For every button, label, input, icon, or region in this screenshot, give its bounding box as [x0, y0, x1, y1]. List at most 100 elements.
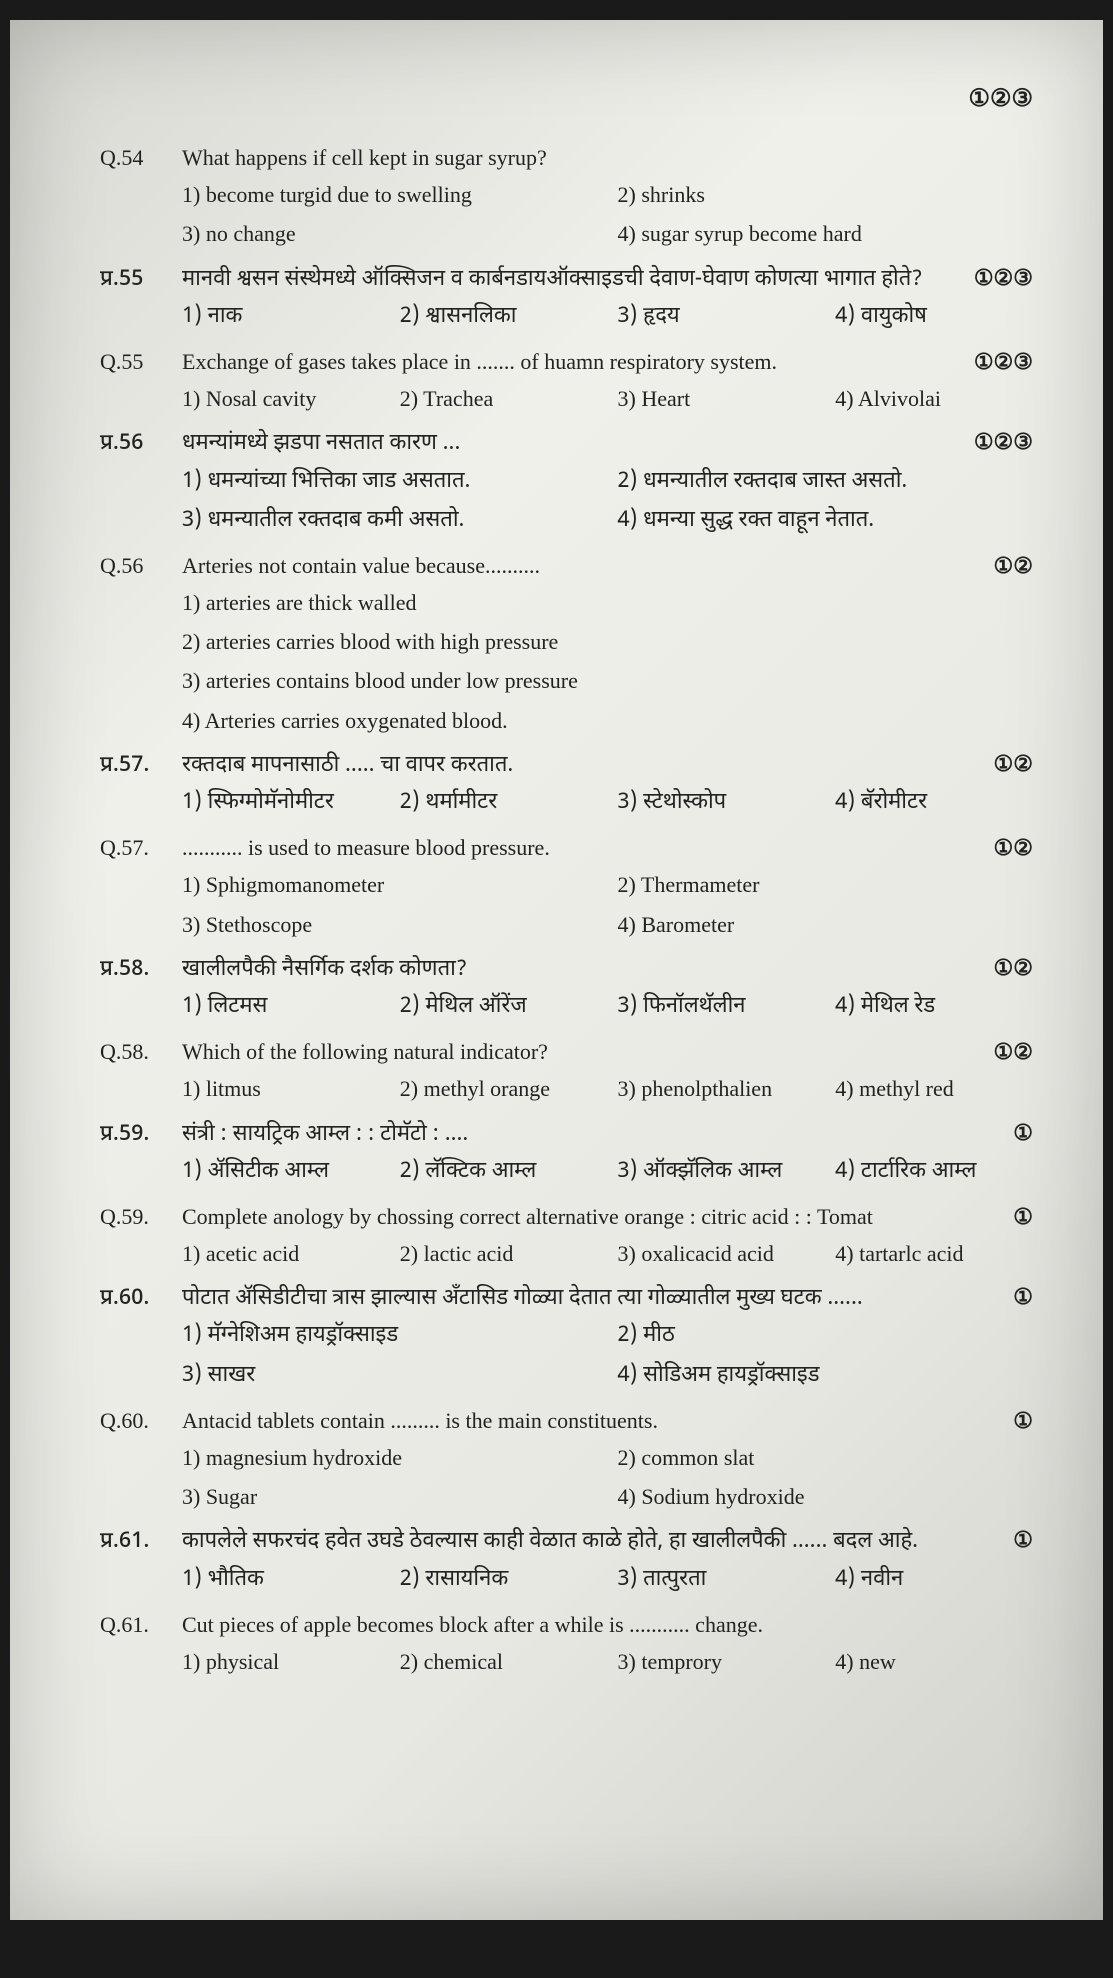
- question-row: Q.59.Complete anology by chossing correc…: [100, 1199, 1053, 1234]
- option: 3) Sugar: [182, 1477, 618, 1516]
- options-row: 1) धमन्यांच्या भित्तिका जाड असतात.2) धमन…: [100, 462, 1053, 540]
- answer-marker: ①②: [994, 548, 1033, 583]
- option: 4) Sodium hydroxide: [618, 1477, 1054, 1516]
- question-number: Q.58.: [100, 1034, 170, 1069]
- question-row: प्र.56धमन्यांमध्ये झडपा नसतात कारण ...: [100, 426, 1053, 461]
- options-row: 1) लिटमस2) मेथिल ऑरेंज3) फिनॉलथॅलीन4) मे…: [100, 987, 1053, 1026]
- question-row: प्र.58.खालीलपैकी नैसर्गिक दर्शक कोणता?: [100, 952, 1053, 987]
- question-text: Which of the following natural indicator…: [182, 1034, 1053, 1069]
- answer-marker: ①②③: [974, 426, 1033, 461]
- question-block: प्र.57.रक्तदाब मापनासाठी ..... चा वापर क…: [100, 748, 1053, 822]
- answer-marker: ①②: [994, 830, 1033, 865]
- answer-marker: ①: [1013, 1281, 1033, 1316]
- option: 4) Arteries carries oxygenated blood.: [182, 701, 1053, 740]
- option: 2) methyl orange: [400, 1069, 618, 1108]
- options-row: 1) arteries are thick walled2) arteries …: [100, 583, 1053, 740]
- question-block: Q.60. Antacid tablets contain ......... i…: [100, 1403, 1053, 1517]
- option: 4) सोडिअम हायड्रॉक्साइड: [618, 1356, 1054, 1395]
- question-number: प्र.60.: [100, 1281, 170, 1316]
- question-text: कापलेले सफरचंद हवेत उघडे ठेवल्यास काही व…: [182, 1524, 1053, 1559]
- option: 1) Nosal cavity: [182, 379, 400, 418]
- option: 2) lactic acid: [400, 1234, 618, 1273]
- option: 4) मेथिल रेड: [835, 987, 1053, 1026]
- option: 3) साखर: [182, 1356, 618, 1395]
- option: 4) धमन्या सुद्ध रक्त वाहून नेतात.: [618, 501, 1054, 540]
- option: 2) arteries carries blood with high pres…: [182, 622, 1053, 661]
- option: 3) धमन्यातील रक्तदाब कमी असतो.: [182, 501, 618, 540]
- option: 1) भौतिक: [182, 1560, 400, 1599]
- question-number: Q.59.: [100, 1199, 170, 1234]
- question-text: What happens if cell kept in sugar syrup…: [182, 140, 1053, 175]
- question-block: Q.55Exchange of gases takes place in ...…: [100, 344, 1053, 418]
- question-row: प्र.61. कापलेले सफरचंद हवेत उघडे ठेवल्यास…: [100, 1524, 1053, 1559]
- option: 3) हृदय: [618, 297, 836, 336]
- answer-marker: ①: [1013, 1199, 1033, 1234]
- question-text: Arteries not contain value because......…: [182, 548, 1053, 583]
- options-row: 1) litmus2) methyl orange3) phenolpthali…: [100, 1069, 1053, 1108]
- question-row: प्र.59.संत्री : सायट्रिक आम्ल : : टोमॅटो…: [100, 1117, 1053, 1152]
- answer-marker: ①: [1013, 1524, 1033, 1559]
- answer-marker: ①②: [994, 952, 1033, 987]
- answer-marker: ①②: [994, 1034, 1033, 1069]
- question-block: Q.61.Cut pieces of apple becomes block a…: [100, 1607, 1053, 1681]
- option: 3) ऑक्झॅलिक आम्ल: [618, 1152, 836, 1191]
- options-row: 1) Nosal cavity2) Trachea3) Heart4) Alvi…: [100, 379, 1053, 418]
- question-row: Q.54What happens if cell kept in sugar s…: [100, 140, 1053, 175]
- question-row: Q.55Exchange of gases takes place in ...…: [100, 344, 1053, 379]
- question-text: पोटात ॲसिडीटीचा त्रास झाल्यास अँटासिड गो…: [182, 1281, 1053, 1316]
- question-number: Q.55: [100, 344, 170, 379]
- option: 3) फिनॉलथॅलीन: [618, 987, 836, 1026]
- option: 4) Alvivolai: [835, 379, 1053, 418]
- option: 3) temprory: [618, 1642, 836, 1681]
- question-text: Antacid tablets contain ......... is the…: [182, 1403, 1053, 1438]
- option: 3) स्टेथोस्कोप: [618, 783, 836, 822]
- option: 1) मॅग्नेशिअम हायड्रॉक्साइड: [182, 1316, 618, 1355]
- question-text: रक्तदाब मापनासाठी ..... चा वापर करतात.: [182, 748, 1053, 783]
- option: 3) Heart: [618, 379, 836, 418]
- question-text: ........... is used to measure blood pre…: [182, 830, 1053, 865]
- question-number: Q.57.: [100, 830, 170, 865]
- option: 4) नवीन: [835, 1560, 1053, 1599]
- option: 3) no change: [182, 214, 618, 253]
- option: 1) litmus: [182, 1069, 400, 1108]
- question-row: Q.58. Which of the following natural indi…: [100, 1034, 1053, 1069]
- option: 1) magnesium hydroxide: [182, 1438, 618, 1477]
- question-text: खालीलपैकी नैसर्गिक दर्शक कोणता?: [182, 952, 1053, 987]
- question-block: Q.56Arteries not contain value because..…: [100, 548, 1053, 740]
- option: 4) tartarlc acid: [835, 1234, 1053, 1273]
- question-number: Q.60.: [100, 1403, 170, 1438]
- options-row: 1) नाक2) श्वासनलिका3) हृदय4) वायुकोष: [100, 297, 1053, 336]
- answer-marker: ①②③: [974, 262, 1033, 297]
- question-block: Q.58. Which of the following natural indi…: [100, 1034, 1053, 1108]
- options-row: 1) magnesium hydroxide2) common slat3) S…: [100, 1438, 1053, 1516]
- option: 4) टार्टारिक आम्ल: [835, 1152, 1053, 1191]
- question-row: Q.57. ........... is used to measure bloo…: [100, 830, 1053, 865]
- option: 2) श्वासनलिका: [400, 297, 618, 336]
- option: 4) new: [835, 1642, 1053, 1681]
- option: 3) oxalicacid acid: [618, 1234, 836, 1273]
- option: 2) Trachea: [400, 379, 618, 418]
- question-block: Q.59.Complete anology by chossing correc…: [100, 1199, 1053, 1273]
- option: 1) धमन्यांच्या भित्तिका जाड असतात.: [182, 462, 618, 501]
- question-number: प्र.56: [100, 426, 170, 461]
- question-number: प्र.61.: [100, 1524, 170, 1559]
- question-block: प्र.56धमन्यांमध्ये झडपा नसतात कारण ...①②…: [100, 426, 1053, 540]
- question-number: Q.61.: [100, 1607, 170, 1642]
- option: 1) ॲसिटीक आम्ल: [182, 1152, 400, 1191]
- option: 1) लिटमस: [182, 987, 400, 1026]
- option: 1) नाक: [182, 297, 400, 336]
- option: 2) लॅक्टिक आम्ल: [400, 1152, 618, 1191]
- answer-marker: ①②: [994, 748, 1033, 783]
- question-number: प्र.55: [100, 262, 170, 297]
- answer-marker: ①: [1013, 1403, 1033, 1438]
- question-block: प्र.55मानवी श्वसन संस्थेमध्ये ऑक्सिजन व …: [100, 262, 1053, 336]
- question-row: प्र.55मानवी श्वसन संस्थेमध्ये ऑक्सिजन व …: [100, 262, 1053, 297]
- option: 4) वायुकोष: [835, 297, 1053, 336]
- options-row: 1) स्फिग्मोमॅनोमीटर2) थर्मामीटर3) स्टेथो…: [100, 783, 1053, 822]
- option: 2) मीठ: [618, 1316, 1054, 1355]
- option: 4) बॅरोमीटर: [835, 783, 1053, 822]
- questions-container: Q.54What happens if cell kept in sugar s…: [100, 140, 1053, 1681]
- option: 4) Barometer: [618, 905, 1054, 944]
- option: 2) रासायनिक: [400, 1560, 618, 1599]
- option: 1) Sphigmomanometer: [182, 865, 618, 904]
